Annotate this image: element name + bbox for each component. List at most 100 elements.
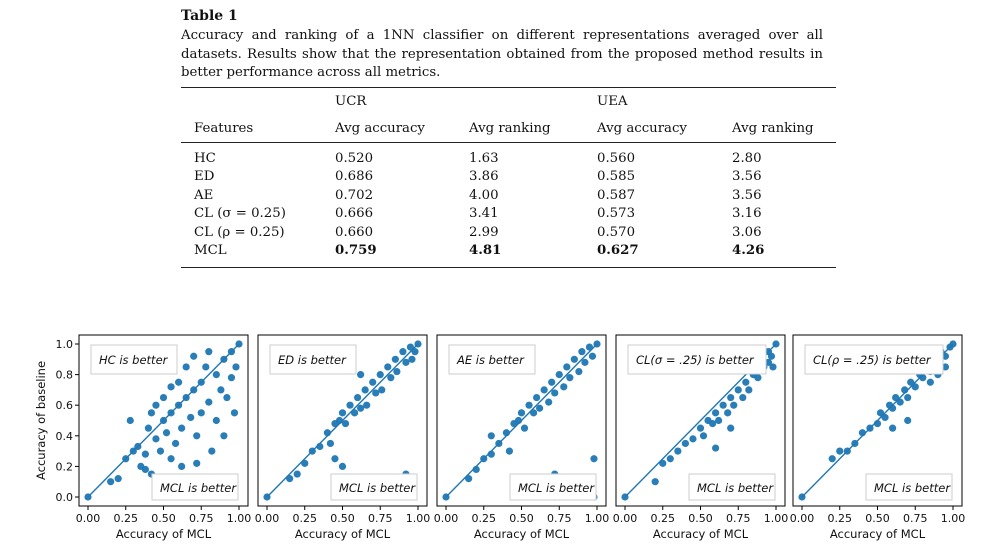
data-point [301,459,309,467]
data-point [739,393,747,402]
data-point [843,447,851,455]
top-label-frame [448,344,536,375]
data-point [361,386,369,394]
top-label-box: AE is better [448,344,536,375]
x-tick-label: 0.50 [688,512,713,525]
data-point [387,374,395,382]
column-header: Avg ranking [732,114,836,143]
data-point [724,409,732,417]
data-point [858,429,867,437]
data-point [393,367,401,376]
data-point [326,439,335,448]
data-point [588,352,597,360]
data-point [141,465,149,474]
bottom-label-text: MCL is better [697,481,774,495]
row-feature-cell: CL (ρ = 0.25) [194,224,285,240]
row-feature-cell: AE [194,187,214,203]
x-tick-label: 0.00 [255,512,280,525]
top-label-box: CL(σ = .25) is better [627,344,767,375]
data-point [134,442,142,451]
data-point [949,340,957,348]
data-point [141,450,149,458]
top-label-frame [269,344,357,375]
x-tick-label: 0.25 [114,512,139,525]
data-point [178,424,186,432]
data-point [357,371,365,379]
row-value-cell: 0.666 [335,206,374,222]
top-label-text: AE is better [456,353,525,367]
data-point [152,435,160,443]
x-tick-label: 0.50 [509,512,534,525]
scatter-panel-3: AE is better MCL is better 0.00 0.25 0.50 0.7… [434,334,609,541]
row-value-cell: 0.560 [597,150,636,166]
data-point [621,493,629,501]
top-label-text: CL(σ = .25) is better [636,353,755,367]
x-axis-label: Accuracy of MCL [474,527,570,541]
x-tick-label: 0.75 [903,512,928,525]
row-value-cell: 4.81 [469,241,597,268]
data-point [205,348,213,356]
top-label-box: CL(ρ = .25) is better [804,344,944,375]
data-point [147,409,156,417]
data-point [190,386,198,394]
row-value-cell: 0.686 [335,169,374,185]
data-point [548,378,556,386]
x-tick-label: 0.75 [547,512,572,525]
row-value-cell: 3.06 [732,224,762,240]
group-header-uea: UEA [597,87,732,114]
data-point [551,389,559,397]
data-point [331,455,339,463]
data-point [369,378,377,386]
row-value-cell: 2.80 [732,150,762,166]
data-point [205,398,213,406]
table-column-header-row: Features Avg accuracy Avg ranking Avg ac… [181,114,836,143]
data-point [399,348,407,356]
data-point [563,363,571,371]
data-point [346,401,354,409]
data-point [742,378,750,386]
data-point [525,401,533,409]
data-point [828,455,836,463]
data-point [293,470,301,478]
x-tick-label: 0.25 [293,512,318,525]
data-point [357,404,365,412]
row-value-cell: 1.63 [469,150,499,166]
row-value-cell: 3.86 [469,169,499,185]
data-point [904,416,912,425]
data-point [712,444,720,452]
data-point [159,393,168,402]
row-value-cell: 3.56 [732,187,762,203]
row-feature-cell: HC [194,150,216,166]
top-label-box: ED is better [269,344,357,375]
data-point [560,383,568,391]
bottom-label-frame [151,473,239,501]
data-point [533,393,541,402]
data-point [363,401,371,409]
data-point [227,374,236,382]
x-axis-label: Accuracy of MCL [653,527,749,541]
data-point [465,475,473,483]
column-header: Avg accuracy [597,114,732,143]
data-point [338,462,347,470]
data-point [402,358,410,366]
data-point [286,475,294,483]
data-point [851,439,859,448]
data-point [376,371,384,379]
top-label-frame [627,344,767,375]
data-point [335,416,344,425]
scatter-panel-1: HC is better MCL is better 0.00 0.25 0.50 0.7… [34,334,251,541]
data-point [590,455,598,463]
data-point [197,409,205,417]
data-point [901,386,909,394]
data-point [152,401,160,409]
bottom-label-frame [688,473,776,501]
row-feature-cell: MCL [181,241,335,268]
table-row: MCL 0.759 4.81 0.627 4.26 [181,241,836,268]
row-value-cell: 0.585 [597,169,636,185]
data-point [754,374,762,382]
y-tick-label: 0.0 [56,491,74,504]
y-tick-label: 0.4 [56,430,74,443]
data-point [182,393,190,402]
data-point [570,355,578,363]
y-tick-label: 1.0 [56,338,74,351]
